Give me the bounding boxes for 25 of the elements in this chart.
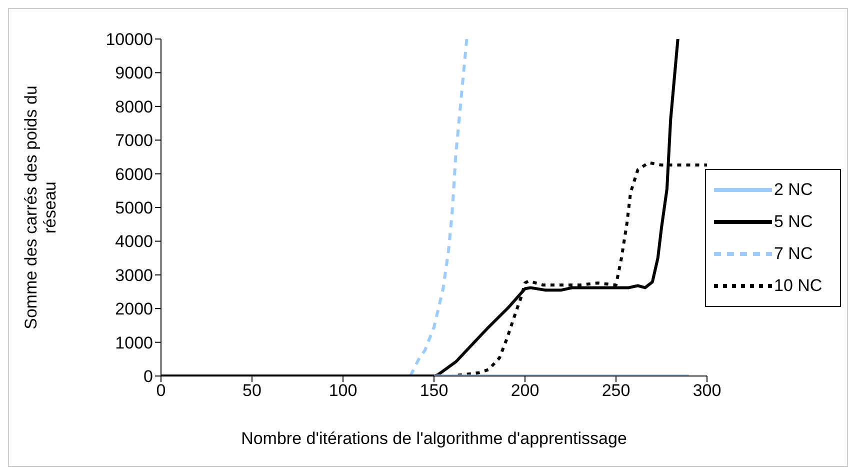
y-axis-title: Somme des carrés des poids du réseau	[22, 86, 60, 330]
x-axis-title: Nombre d'itérations de l'algorithme d'apprentissage	[241, 429, 627, 448]
legend-label: 7 NC	[774, 244, 813, 264]
y-tick-label: 5000	[115, 198, 153, 218]
legend-label: 2 NC	[774, 180, 813, 200]
y-tick-label: 0	[144, 367, 153, 386]
legend-label: 5 NC	[774, 212, 813, 232]
x-tick-label: 150	[420, 381, 448, 400]
x-tick-label: 250	[602, 381, 630, 400]
y-tick-label: 1000	[115, 333, 153, 352]
y-tick-label: 4000	[115, 232, 153, 252]
y-tick-label: 3000	[115, 266, 153, 285]
y-tick-label: 10000	[106, 30, 153, 50]
y-tick-label: 7000	[115, 131, 153, 150]
x-tick-label: 100	[328, 381, 358, 400]
legend-label: 10 NC	[774, 276, 822, 296]
x-tick-label: 0	[156, 381, 166, 400]
y-tick-label: 2000	[115, 300, 153, 319]
x-tick-label: 300	[692, 381, 722, 400]
y-tick-label: 9000	[115, 64, 153, 83]
x-tick-label: 50	[242, 381, 262, 400]
x-tick-label: 200	[510, 381, 540, 400]
y-tick-label: 6000	[115, 164, 153, 184]
line-series	[408, 39, 468, 376]
y-tick-label: 8000	[115, 97, 153, 116]
